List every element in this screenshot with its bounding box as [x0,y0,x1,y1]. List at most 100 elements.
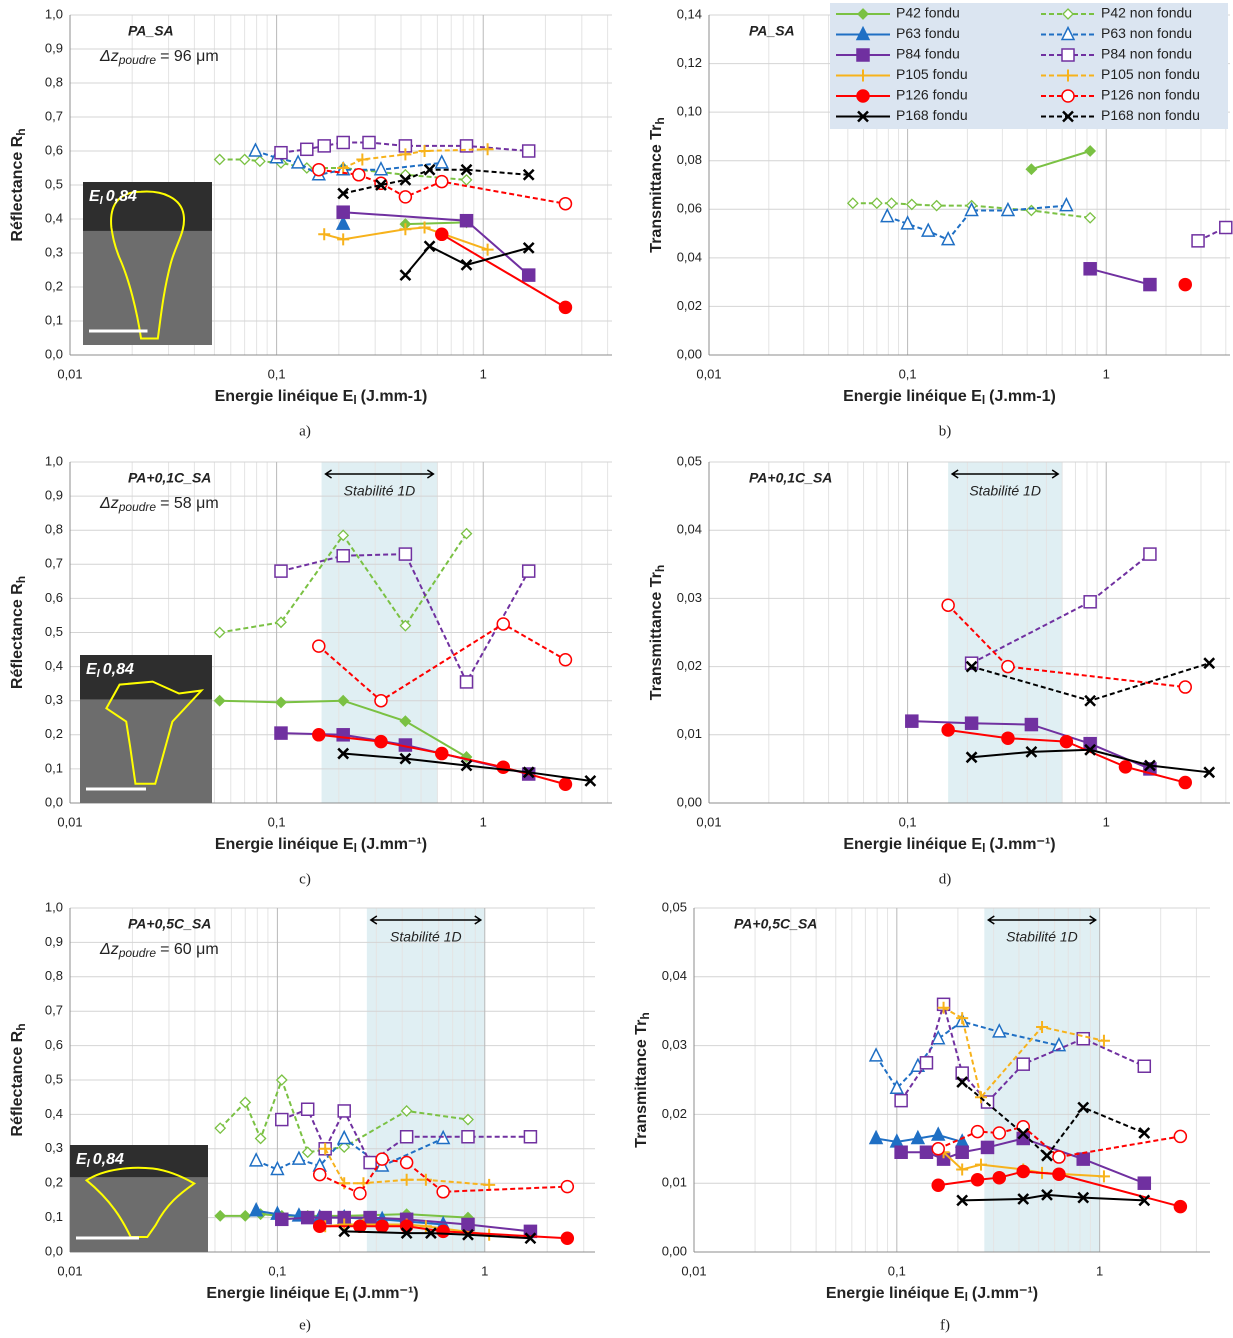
marker [496,617,511,631]
y-tick-label: 0,0 [45,346,63,361]
marker [336,549,350,563]
x-axis-label-part: l [982,841,985,855]
band-label: Stabilité 1D [1006,929,1078,945]
caption: d) [939,871,952,887]
y-tick-label: 0,10 [677,104,702,119]
y-tick-label: 0,05 [662,899,687,914]
melt-pool-outline [84,1166,197,1239]
marker [275,696,287,709]
x-tick-label: 0,1 [268,814,286,829]
marker [1025,745,1038,758]
marker [1062,69,1074,82]
legend-label: P105 non fondu [1101,66,1200,82]
series-line [1031,150,1091,171]
y-tick-label: 0,9 [45,488,63,503]
note-part: poudre [118,500,157,514]
y-tick-label: 0,06 [677,201,702,216]
x-axis-label-part: Energie linéique E [215,836,354,853]
marker [1000,201,1016,217]
marker [1097,1034,1110,1047]
marker [275,616,287,629]
caption: f) [940,1317,950,1333]
marker [435,227,449,242]
y-axis-label-part: h [14,576,28,583]
marker [461,1130,475,1144]
y-tick-label: 0,2 [45,278,63,293]
marker [931,1142,945,1156]
marker [1062,110,1074,123]
marker [460,163,473,176]
marker [336,135,350,150]
note-part: = 58 μm [160,495,219,512]
series-line [947,604,1186,689]
marker [970,1124,985,1139]
y-tick-label: 0,7 [45,108,63,123]
marker [910,1129,926,1145]
marker [964,201,979,217]
series-line [404,244,529,276]
marker [857,110,869,123]
marker [857,8,869,20]
marker [337,529,350,542]
inset-label-part: l [97,668,101,680]
x-axis-label-part: l [354,841,357,855]
x-tick-label: 1 [1096,1263,1103,1278]
marker [419,1220,432,1233]
marker [460,759,473,772]
y-tick-label: 1,0 [45,6,63,21]
x-tick-label: 0,01 [696,366,721,381]
y-tick-label: 0,1 [45,312,63,327]
marker [880,207,895,223]
y-tick-label: 0,01 [677,726,702,741]
marker [374,693,388,708]
marker [338,1218,351,1231]
marker [889,1079,905,1095]
y-axis-label-part: Transmittance Tr [648,572,665,700]
marker [1084,694,1097,707]
marker [254,1132,267,1145]
marker [337,233,350,246]
marker [885,197,898,210]
marker [312,639,326,653]
marker [435,174,449,189]
marker [435,746,449,761]
marker [335,215,351,230]
y-axis-label-part: h [653,565,667,572]
x-axis-label-part: Energie linéique E [206,1285,345,1302]
legend-label: P168 non fondu [1101,107,1200,123]
marker [300,1210,315,1225]
marker [955,1066,969,1080]
y-tick-label: 0,2 [45,726,63,741]
marker [855,25,871,41]
marker [418,145,431,157]
y-axis-label-part: h [14,1023,28,1030]
marker [1191,234,1205,248]
marker [399,752,412,765]
y-tick-label: 0,7 [45,556,63,571]
marker [941,723,955,737]
marker [399,715,412,728]
y-axis-label: Réflectance Rh [9,576,28,689]
marker [1203,657,1216,670]
x-tick-label: 0,01 [57,814,82,829]
marker [846,197,859,210]
x-axis-label-part: (J.mm-1) [989,388,1056,405]
marker [1060,25,1076,41]
marker [1061,89,1075,103]
x-tick-label: 1 [1103,366,1110,381]
y-tick-label: 0,04 [662,968,687,983]
y-tick-label: 0,00 [677,794,702,809]
note-part: poudre [118,53,157,67]
band-label: Stabilité 1D [969,483,1041,499]
marker [941,598,955,612]
marker [1051,1036,1067,1052]
series-line [937,1125,1181,1159]
marker [955,1145,969,1159]
marker [558,196,573,211]
inset-label-part: l [87,1158,91,1170]
x-axis-label-part: l [353,393,356,407]
y-tick-label: 0,5 [45,1071,63,1086]
marker [965,660,978,673]
x-axis-label: Energie linéique El (J.mm⁻¹) [826,1285,1038,1304]
